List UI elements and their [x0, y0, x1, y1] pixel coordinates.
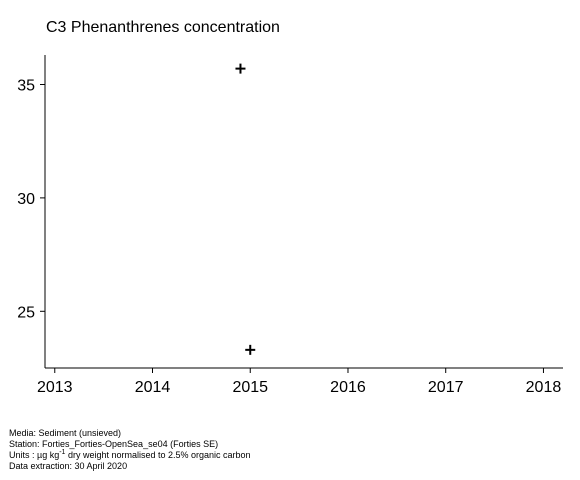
x-tick-label: 2017	[428, 379, 464, 396]
footer-units-suffix: dry weight normalised to 2.5% organic ca…	[65, 450, 251, 460]
footer-media: Media: Sediment (unsieved)	[9, 428, 122, 438]
y-tick-label: 25	[17, 304, 35, 321]
y-tick-label: 35	[17, 77, 35, 94]
footer-extraction: Data extraction: 30 April 2020	[9, 461, 128, 471]
footer-units: Units : µg kg-1 dry weight normalised to…	[9, 449, 251, 461]
footer-units-prefix: Units : µg kg	[9, 450, 60, 460]
footer-info: Media: Sediment (unsieved) Station: Fort…	[9, 428, 251, 472]
x-tick-label: 2015	[232, 379, 268, 396]
x-tick-label: 2014	[135, 379, 171, 396]
footer-station: Station: Forties_Forties-OpenSea_se04 (F…	[9, 439, 219, 449]
data-point	[235, 63, 246, 74]
chart-title: C3 Phenanthrenes concentration	[46, 19, 280, 36]
x-tick-label: 2016	[330, 379, 366, 396]
x-tick-label: 2013	[37, 379, 73, 396]
y-tick-label: 30	[17, 191, 35, 208]
footer-units-sup: -1	[59, 449, 66, 456]
data-point	[245, 344, 256, 355]
x-tick-label: 2018	[526, 379, 562, 396]
